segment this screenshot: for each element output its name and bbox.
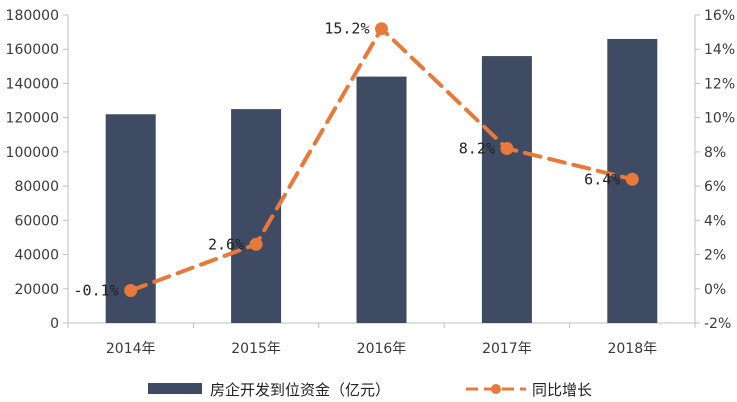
growth-point bbox=[500, 141, 514, 155]
y-left-tick-label: 80000 bbox=[14, 179, 59, 195]
growth-point bbox=[375, 22, 388, 36]
data-label: 15.2% bbox=[324, 20, 369, 38]
data-label: -0.1% bbox=[74, 281, 119, 299]
data-label: 8.2% bbox=[459, 139, 495, 157]
y-right-tick-label: 12% bbox=[704, 76, 735, 92]
bar bbox=[356, 76, 407, 323]
y-right-tick-label: 0% bbox=[704, 282, 726, 298]
x-tick-label: 2016年 bbox=[357, 341, 407, 357]
growth-point bbox=[124, 283, 138, 297]
y-left-tick-label: 180000 bbox=[6, 8, 59, 24]
y-right-tick-label: 16% bbox=[704, 8, 735, 24]
x-tick-label: 2017年 bbox=[482, 341, 532, 357]
line-series bbox=[124, 22, 639, 297]
y-left-tick-label: 140000 bbox=[6, 76, 59, 92]
legend: 房企开发到位资金（亿元） 同比增长 bbox=[148, 381, 592, 399]
y-right-tick-label: 6% bbox=[704, 179, 726, 195]
x-tick-label: 2014年 bbox=[106, 341, 156, 357]
data-label: 2.6% bbox=[208, 235, 244, 253]
y-right-tick-label: 14% bbox=[704, 42, 735, 58]
y-left-tick-label: 60000 bbox=[14, 213, 59, 229]
y-left-tick-label: 120000 bbox=[6, 111, 59, 127]
y-right-tick-label: -2% bbox=[704, 316, 731, 332]
legend-line-label: 同比增长 bbox=[532, 381, 592, 399]
y-right-tick-label: 4% bbox=[704, 213, 726, 229]
x-tick-label: 2018年 bbox=[607, 341, 657, 357]
y-right-tick-label: 2% bbox=[704, 248, 726, 264]
legend-line-marker bbox=[491, 384, 501, 394]
y-left-tick-label: 160000 bbox=[6, 42, 59, 58]
y-left-tick-label: 0 bbox=[50, 316, 59, 332]
bar bbox=[481, 56, 532, 324]
legend-bar-swatch bbox=[148, 383, 202, 394]
y-right-tick-label: 8% bbox=[704, 145, 726, 161]
growth-point bbox=[249, 237, 263, 251]
bar-series bbox=[105, 38, 658, 324]
axes: 0 20000 40000 60000 80000 100000 120000 140000 1… bbox=[6, 8, 736, 357]
data-labels: -0.1% 2.6% 15.2% 8.2% 6.4% bbox=[74, 20, 621, 300]
x-tick-label: 2015年 bbox=[231, 341, 281, 357]
y-left-tick-label: 40000 bbox=[14, 248, 59, 264]
y-right-tick-label: 10% bbox=[704, 111, 735, 127]
legend-bar-label: 房企开发到位资金（亿元） bbox=[210, 381, 390, 399]
y-left-tick-label: 100000 bbox=[6, 145, 59, 161]
growth-point bbox=[625, 172, 639, 186]
y-left-tick-label: 20000 bbox=[14, 282, 59, 298]
data-label: 6.4% bbox=[584, 170, 620, 188]
